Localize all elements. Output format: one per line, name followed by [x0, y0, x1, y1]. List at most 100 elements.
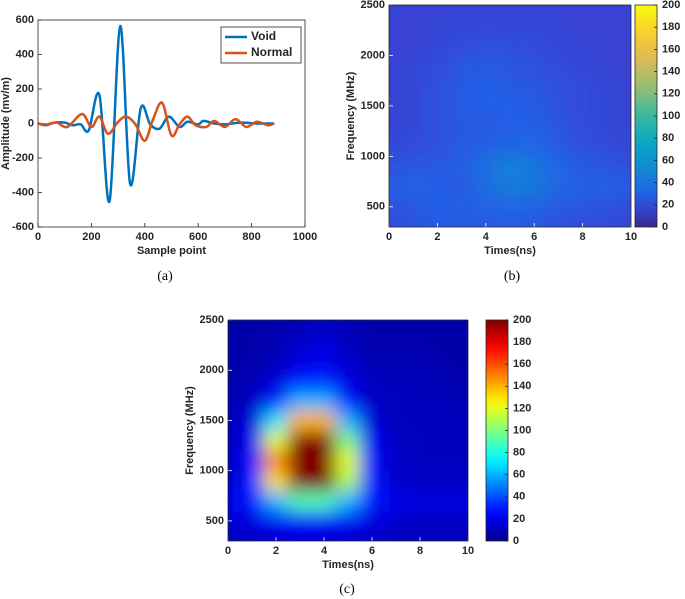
heat-cell	[570, 115, 596, 137]
x-tick-label: 0	[386, 231, 392, 243]
colorbar-tick-label: 100	[662, 110, 680, 122]
heat-cell	[335, 470, 361, 492]
y-tick-label: 1000	[200, 465, 224, 477]
heat-cell	[389, 135, 402, 157]
colorbar-tick-label: 140	[662, 66, 680, 78]
heat-cell	[228, 470, 241, 492]
heat-cell	[431, 320, 457, 331]
heat-cell	[594, 54, 620, 77]
heat-cell	[407, 349, 433, 371]
heat-cell	[335, 409, 361, 431]
caption: (c)	[339, 582, 355, 597]
heat-cell	[424, 75, 450, 97]
heat-cell	[311, 329, 337, 351]
heat-cell	[335, 320, 361, 331]
heat-cell	[335, 329, 361, 351]
heat-cell	[424, 5, 450, 16]
colorbar-tick-label: 120	[513, 402, 531, 414]
x-tick-label: 6	[369, 545, 375, 557]
heat-cell	[335, 530, 361, 541]
heat-cell	[383, 510, 409, 532]
heat-cell	[400, 14, 426, 36]
heat-cell	[407, 510, 433, 532]
heat-cell	[473, 95, 499, 117]
heat-cell	[455, 430, 468, 452]
heat-cell	[239, 329, 265, 351]
heat-cell	[594, 155, 620, 178]
heat-cell	[431, 329, 457, 351]
colorbar-tick-label: 80	[513, 447, 525, 459]
heat-cell	[449, 54, 475, 77]
heat-cell	[424, 95, 450, 117]
heat-cell	[359, 389, 385, 411]
heat-cell	[383, 450, 409, 472]
heat-cell	[389, 216, 402, 227]
heat-cell	[263, 510, 289, 532]
colorbar	[485, 319, 509, 542]
heat-cell	[383, 369, 409, 391]
heat-cell	[449, 196, 475, 218]
y-tick-label: 600	[16, 14, 34, 26]
heat-cell	[455, 490, 468, 512]
heat-cell	[239, 389, 265, 411]
heat-cell	[594, 95, 620, 117]
x-tick-label: 2	[273, 545, 279, 557]
heat-cell	[389, 155, 402, 178]
y-tick-label: 1500	[361, 100, 385, 112]
heat-cell	[400, 216, 426, 227]
heat-cell	[594, 196, 620, 218]
heat-cell	[473, 176, 499, 198]
heat-cell	[521, 216, 547, 227]
heat-cell	[473, 196, 499, 218]
colorbar-tick-label: 40	[662, 177, 674, 189]
heat-cell	[407, 409, 433, 431]
heat-cell	[359, 430, 385, 452]
heat-cell	[311, 430, 337, 452]
heat-cell	[594, 135, 620, 157]
heat-cell	[335, 450, 361, 472]
caption: (b)	[504, 269, 521, 284]
heat-cell	[618, 155, 631, 178]
heat-cell	[497, 75, 523, 97]
heat-cell	[570, 14, 596, 36]
heat-cell	[424, 34, 450, 56]
heat-cell	[359, 490, 385, 512]
heat-cell	[570, 135, 596, 157]
x-tick-label: 4	[321, 545, 328, 557]
heat-cell	[497, 176, 523, 198]
heat-cell	[400, 75, 426, 97]
heat-cell	[239, 490, 265, 512]
heat-cell	[521, 135, 547, 157]
heat-cell	[407, 369, 433, 391]
legend: Void Normal	[220, 26, 302, 64]
heat-cell	[431, 389, 457, 411]
heat-cell	[497, 34, 523, 56]
axes-box	[227, 319, 469, 542]
heat-cell	[228, 530, 241, 541]
caption: (a)	[157, 269, 173, 284]
heatmap-cells	[389, 5, 631, 227]
heat-cell	[449, 176, 475, 198]
colorbar-tick-label: 100	[513, 424, 531, 436]
heat-cell	[521, 155, 547, 178]
y-tick-label: 2000	[200, 364, 224, 376]
heat-cell	[239, 450, 265, 472]
heat-cell	[424, 135, 450, 157]
heat-cell	[545, 34, 571, 56]
colorbar-tick-label: 200	[513, 314, 531, 326]
heat-cell	[383, 349, 409, 371]
colorbar	[634, 4, 658, 228]
heat-cell	[570, 176, 596, 198]
heat-cell	[359, 369, 385, 391]
axes-box	[37, 19, 306, 228]
legend-label: Void	[251, 29, 276, 43]
axes: 0 2 4 6 8 10 500 1000 1500 2000 2500 Times(ns) Frequ…	[345, 0, 637, 284]
heat-cell	[311, 409, 337, 431]
heat-cell	[424, 216, 450, 227]
heat-cell	[359, 329, 385, 351]
heat-cell	[389, 115, 402, 137]
colorbar-tick-label: 0	[662, 221, 668, 233]
y-axis-label: Frequency (MHz)	[184, 386, 196, 475]
colorbar-tick-label: 160	[513, 358, 531, 370]
x-tick-label: 0	[35, 231, 41, 243]
